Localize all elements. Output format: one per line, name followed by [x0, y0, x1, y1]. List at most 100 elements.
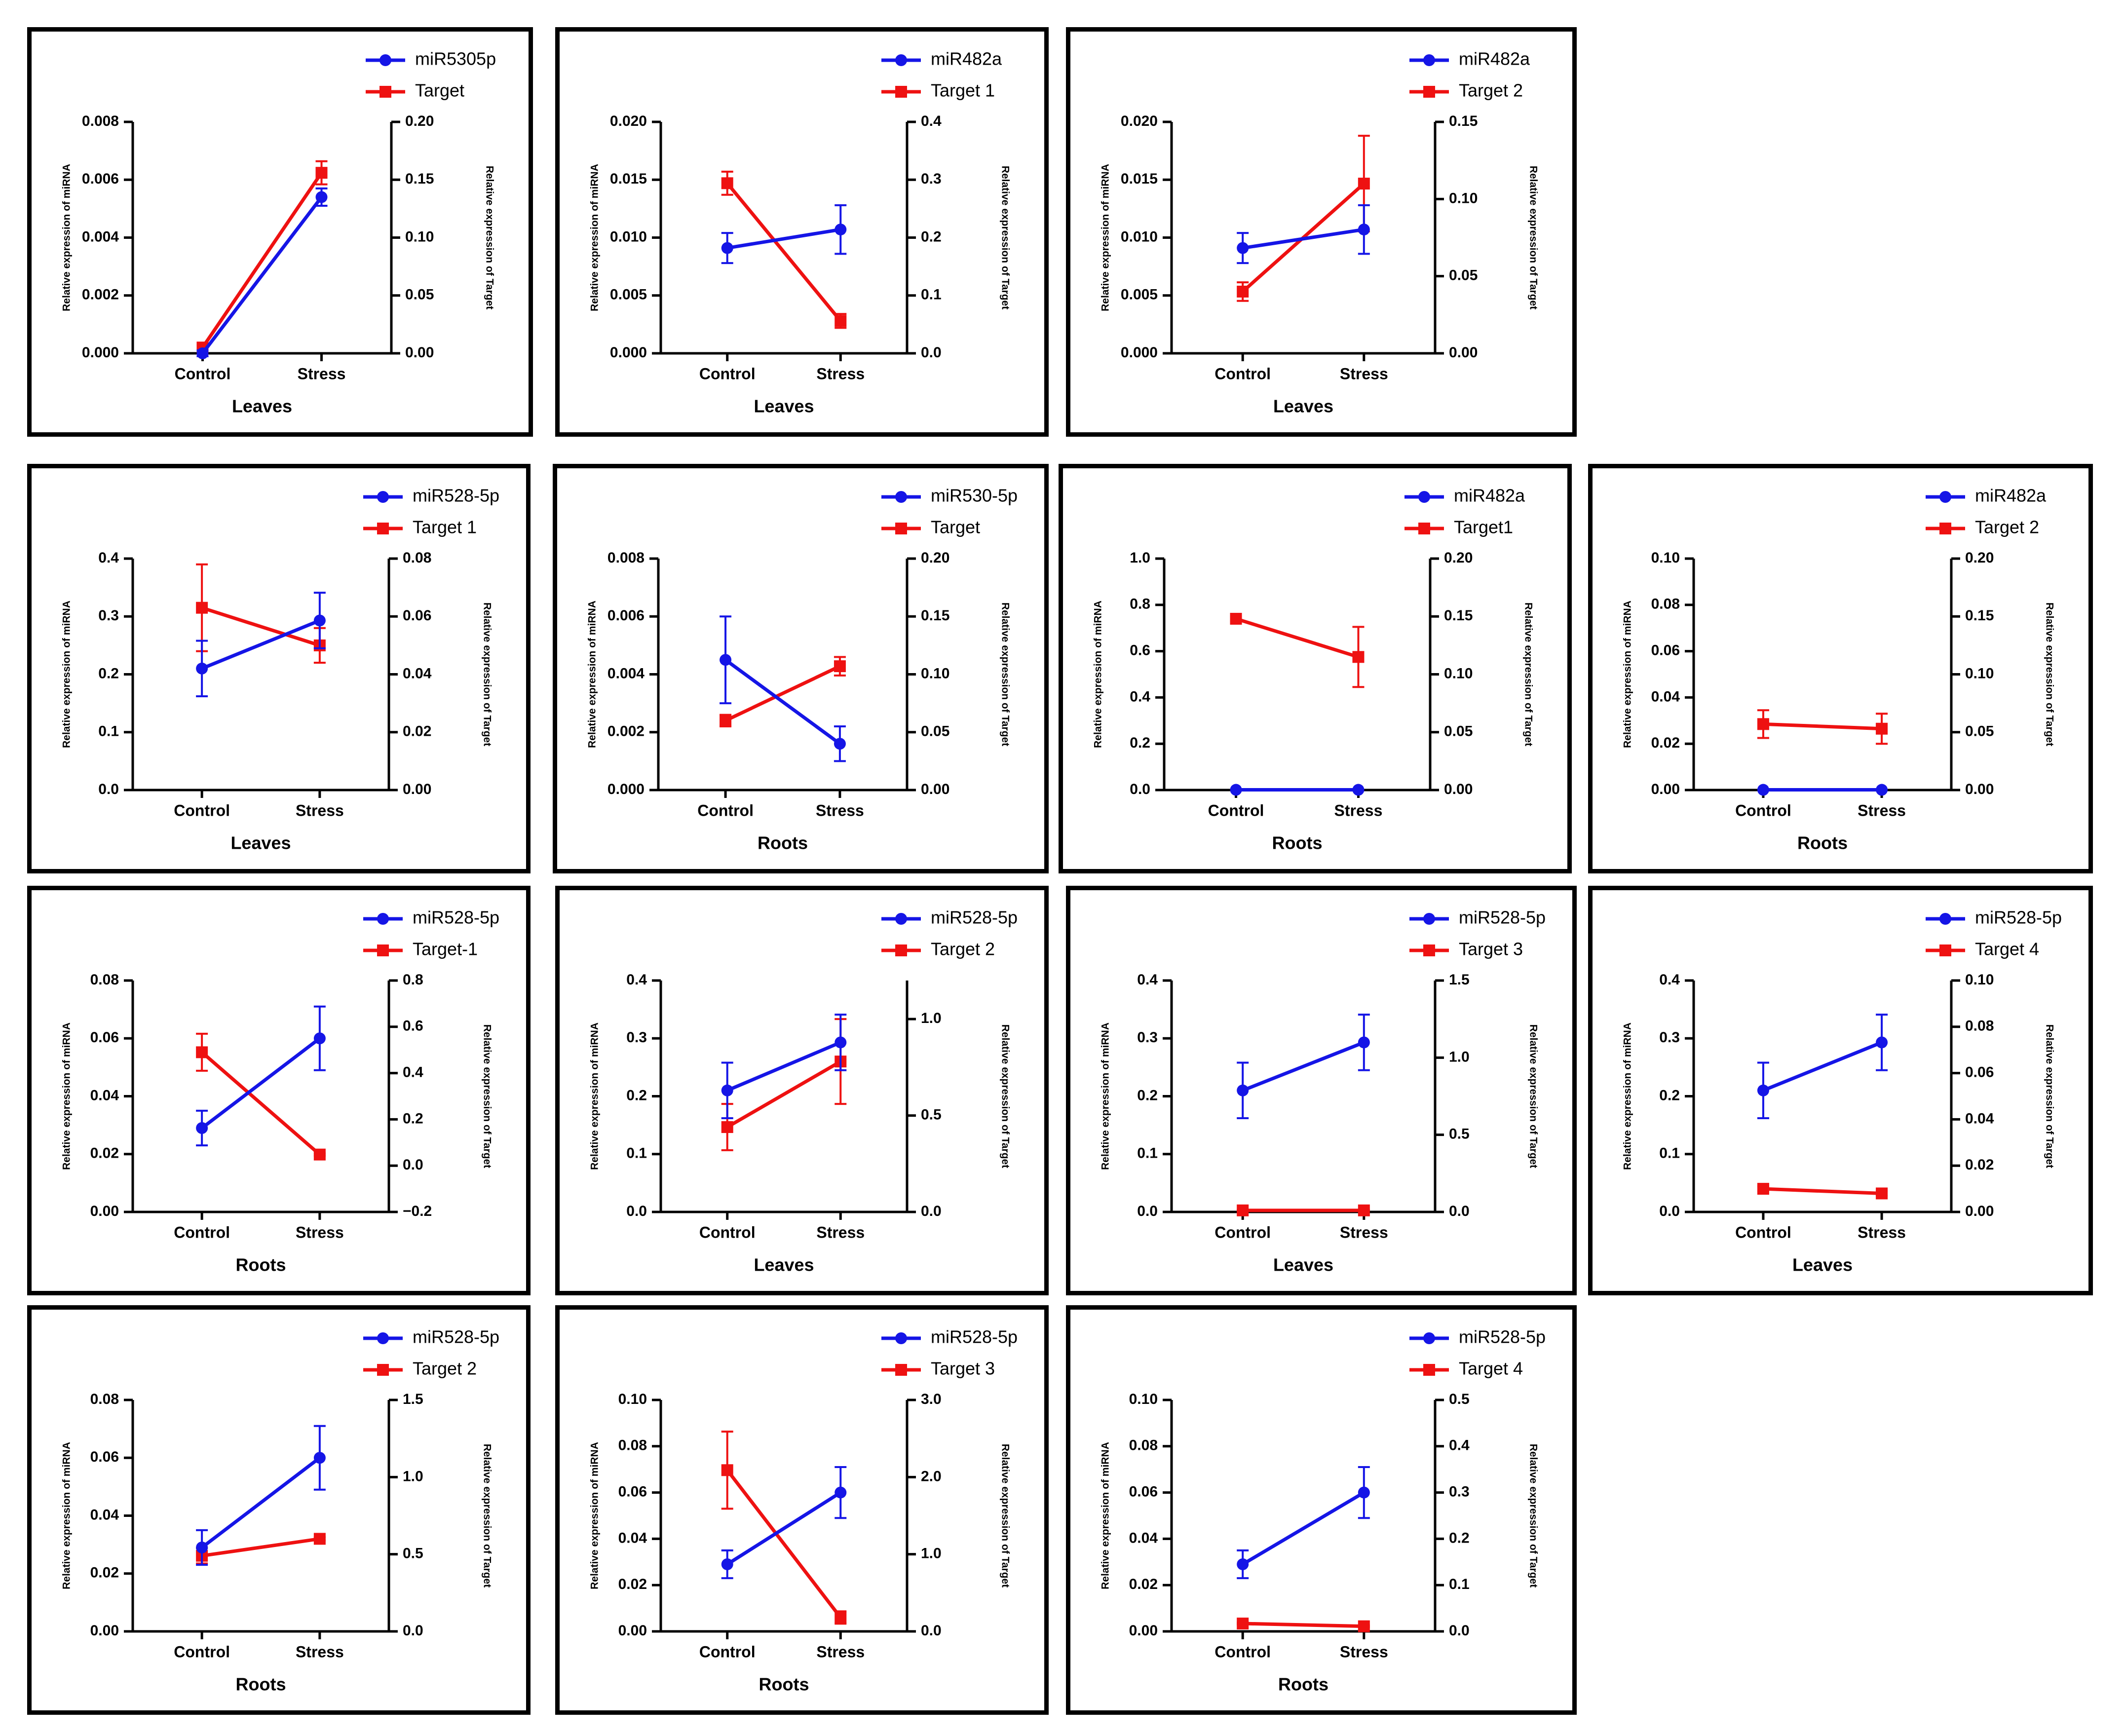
legend-marker-icon	[895, 86, 907, 98]
x-tick-label: Stress	[296, 801, 344, 819]
left-tick-label: 0.02	[1651, 735, 1680, 751]
legend-label: Target-1	[413, 939, 478, 959]
data-point	[1358, 1620, 1370, 1632]
left-axis-title: Relative expression of miRNA	[61, 601, 73, 748]
data-point	[1352, 784, 1365, 796]
left-axis-title: Relative expression of miRNA	[61, 1442, 73, 1589]
right-axis-title: Relative expression of Target	[1527, 166, 1539, 309]
right-tick-label: 0.15	[405, 171, 434, 187]
right-tick-label: 1.0	[921, 1010, 942, 1026]
x-tick-label: Stress	[1334, 801, 1383, 819]
right-axis-title: Relative expression of Target	[2044, 603, 2055, 746]
right-axis-title: Relative expression of Target	[481, 603, 493, 746]
data-point	[1876, 1036, 1888, 1049]
x-tick-label: Control	[1735, 801, 1791, 819]
left-tick-label: 0.3	[1137, 1029, 1158, 1046]
right-tick-label: 0.0	[403, 1623, 423, 1639]
chart-svg: 0.000 0.002 0.004 0.006 0.008 0.00 0.05 0.10 0.1…	[587, 486, 1018, 853]
right-tick-label: 0.15	[1444, 607, 1473, 624]
series-line	[201, 606, 320, 647]
left-tick-label: 0.3	[98, 607, 119, 624]
chart-svg: 0.000 0.002 0.004 0.006 0.008 0.00 0.05 0.10 0.1…	[61, 49, 496, 416]
x-tick-label: Control	[1214, 1223, 1271, 1241]
data-point	[313, 1533, 326, 1545]
left-tick-label: 0.1	[626, 1145, 647, 1162]
legend-label: miR528-5p	[931, 907, 1018, 928]
left-tick-label: 0.004	[607, 665, 645, 681]
series-line	[201, 172, 323, 349]
right-tick-label: 0.4	[1449, 1437, 1470, 1454]
right-tick-label: 0.10	[1444, 665, 1473, 681]
data-point	[313, 1148, 326, 1161]
left-axis-title: Relative expression of miRNA	[1100, 1442, 1111, 1589]
legend-label: Target 1	[931, 80, 995, 101]
chart-svg: 0.0 0.1 0.2 0.3 0.4 0.00 0.02 0.04 0.06 0.08 0.10 C…	[1622, 907, 2062, 1275]
data-point	[1757, 718, 1769, 730]
left-tick-label: 0.002	[82, 287, 119, 303]
right-tick-label: 3.0	[921, 1391, 942, 1407]
series-line	[201, 1037, 321, 1130]
legend-label: Target1	[1454, 517, 1513, 537]
x-tick-label: Stress	[816, 365, 865, 382]
data-point	[1358, 1036, 1370, 1049]
legend-marker-icon	[895, 1332, 907, 1344]
legend-marker-icon	[895, 913, 907, 925]
legend-label: miR528-5p	[1459, 907, 1546, 928]
left-tick-label: 0.2	[626, 1087, 647, 1103]
legend-marker-icon	[1423, 1332, 1435, 1344]
data-point	[315, 191, 328, 203]
legend-marker-icon	[1939, 944, 1951, 956]
right-tick-label: 0.0	[921, 344, 942, 361]
right-tick-label: 0.10	[405, 228, 434, 245]
x-tick-label: Control	[1214, 365, 1271, 382]
chart-panel: 0.000 0.002 0.004 0.006 0.008 0.00 0.05 0.10 0.1…	[553, 464, 1049, 873]
right-tick-label: 0.6	[403, 1018, 423, 1034]
left-tick-label: 0.002	[607, 723, 645, 740]
data-point	[1237, 285, 1249, 298]
legend-marker-icon	[1939, 523, 1951, 534]
chart-svg: 0.000 0.005 0.010 0.015 0.020 0.00 0.05 0.10 0.1…	[1100, 49, 1539, 416]
left-axis-title: Relative expression of miRNA	[61, 1022, 73, 1170]
legend-label: miR482a	[1459, 49, 1530, 69]
left-tick-label: 0.0	[1137, 1203, 1158, 1219]
legend-label: miR482a	[931, 49, 1002, 69]
x-tick-label: Control	[699, 1643, 756, 1661]
x-axis-title: Leaves	[232, 396, 292, 416]
data-point	[313, 614, 326, 627]
right-tick-label: 0.1	[1449, 1576, 1470, 1592]
data-point	[1876, 1187, 1888, 1200]
legend-label: Target 2	[1975, 517, 2039, 537]
legend-marker-icon	[377, 523, 389, 534]
left-tick-label: 0.02	[1129, 1576, 1158, 1592]
right-axis-title: Relative expression of Target	[1527, 1444, 1539, 1587]
data-point	[196, 1541, 208, 1553]
right-tick-label: 0.00	[1965, 781, 1994, 797]
data-point	[313, 1452, 326, 1464]
data-point	[1358, 1204, 1370, 1216]
series-line	[726, 182, 842, 322]
chart-panel: 0.00 0.02 0.04 0.06 0.08 0.10 0.0 0.1 0.2 0.3 0.4 0…	[1066, 1305, 1577, 1715]
right-tick-label: 0.00	[405, 344, 434, 361]
legend-marker-icon	[1939, 491, 1951, 503]
data-point	[1757, 784, 1769, 796]
right-tick-label: 1.0	[403, 1468, 423, 1484]
series-line	[727, 227, 841, 250]
right-tick-label: 0.20	[1965, 550, 1994, 566]
right-tick-label: 0.10	[1965, 665, 1994, 681]
left-tick-label: 0.00	[1129, 1623, 1158, 1639]
right-tick-label: −0.2	[403, 1203, 432, 1219]
right-tick-label: 0.04	[403, 665, 432, 681]
left-tick-label: 0.3	[1659, 1029, 1680, 1046]
x-axis-title: Roots	[236, 1674, 286, 1695]
left-tick-label: 0.020	[1121, 113, 1158, 129]
data-point	[721, 1558, 733, 1570]
legend-marker-icon	[895, 944, 907, 956]
data-point	[835, 1036, 847, 1049]
series-line	[1762, 1041, 1883, 1093]
left-tick-label: 0.000	[610, 344, 647, 361]
legend-marker-icon	[1423, 944, 1435, 956]
right-tick-label: 0.02	[403, 723, 431, 740]
series-line	[1763, 1187, 1882, 1195]
left-tick-label: 0.015	[610, 171, 647, 187]
right-tick-label: 0.3	[921, 171, 942, 187]
